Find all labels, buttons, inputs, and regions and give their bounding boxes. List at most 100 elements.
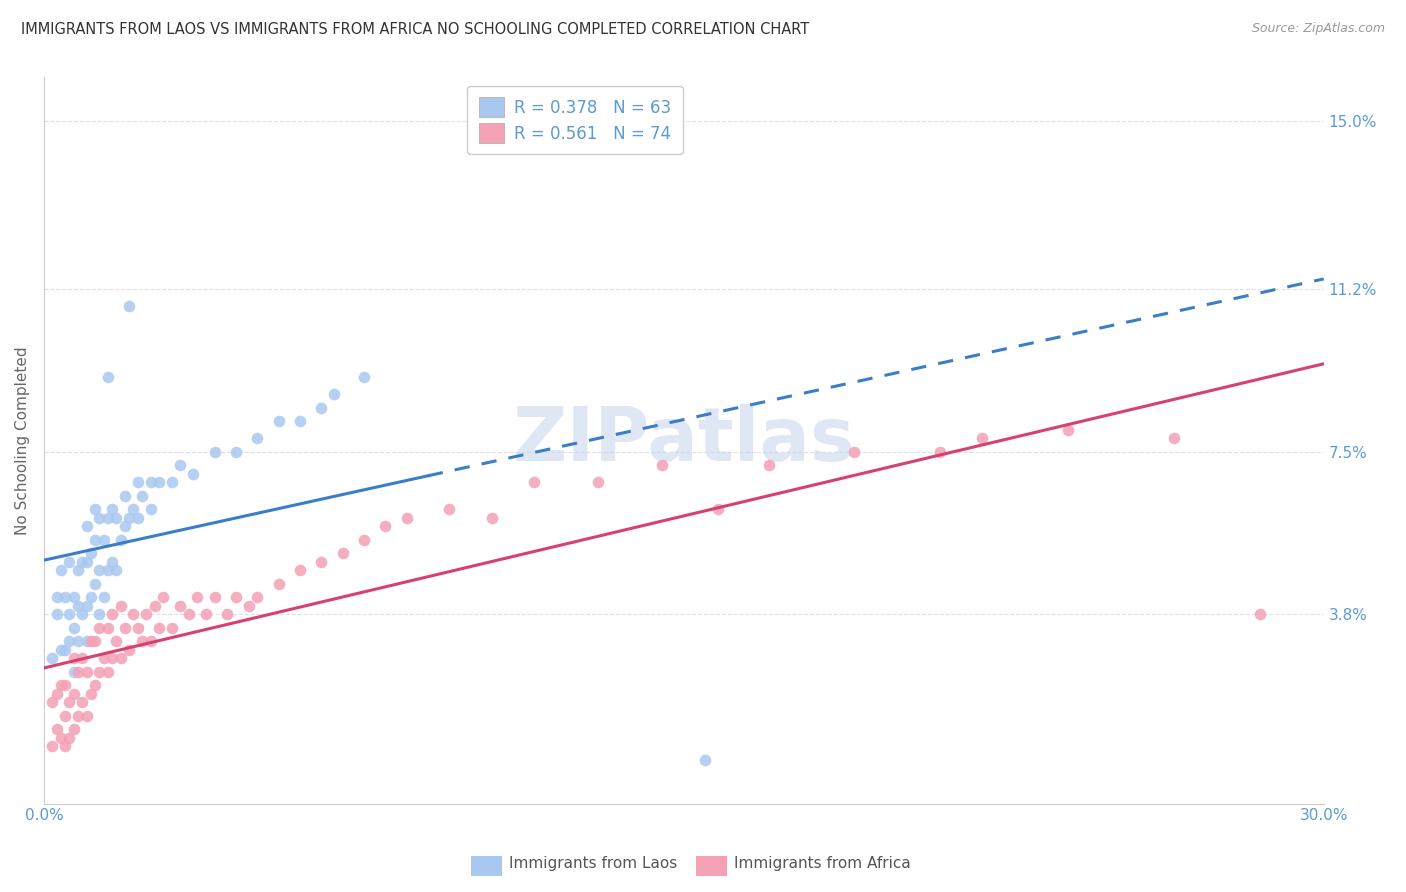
Point (80, 546, 103, 560)
Point (84, 576, 107, 591)
Point (225, 444, 247, 458)
Point (89, 607, 111, 622)
Point (238, 599, 260, 613)
Point (651, 458, 673, 472)
Point (309, 401, 332, 415)
Point (148, 475, 170, 490)
Point (53, 642, 76, 657)
Point (76, 708, 98, 723)
Point (217, 607, 239, 622)
Point (114, 489, 136, 503)
Point (928, 444, 950, 458)
Point (160, 621, 183, 635)
Point (72, 651, 94, 665)
Point (45, 722, 67, 736)
Text: IMMIGRANTS FROM LAOS VS IMMIGRANTS FROM AFRICA NO SCHOOLING COMPLETED CORRELATIO: IMMIGRANTS FROM LAOS VS IMMIGRANTS FROM … (21, 22, 810, 37)
Point (695, 753, 717, 767)
Point (97, 563, 120, 577)
Point (395, 510, 418, 524)
Text: ZIPatlas: ZIPatlas (512, 404, 855, 477)
Point (246, 431, 269, 445)
Point (143, 599, 166, 613)
Point (101, 607, 124, 622)
Point (49, 642, 72, 657)
Point (49, 563, 72, 577)
Point (131, 633, 153, 648)
Point (72, 695, 94, 709)
Point (148, 621, 170, 635)
Point (84, 501, 107, 516)
Point (49, 731, 72, 745)
Point (41, 651, 63, 665)
Point (62, 687, 84, 701)
Point (267, 414, 290, 428)
Point (288, 414, 311, 428)
Point (523, 475, 546, 490)
Point (122, 501, 145, 516)
Point (195, 607, 218, 622)
Point (139, 501, 162, 516)
Point (76, 633, 98, 648)
Point (66, 599, 89, 613)
Point (89, 621, 111, 635)
Point (323, 387, 346, 401)
Point (127, 510, 149, 524)
Point (84, 533, 107, 547)
Point (89, 563, 111, 577)
Point (169, 599, 191, 613)
Point (62, 590, 84, 604)
Point (353, 533, 375, 547)
Point (105, 510, 128, 524)
Point (84, 678, 107, 692)
Point (62, 651, 84, 665)
Point (186, 590, 208, 604)
Point (97, 510, 120, 524)
Point (41, 739, 63, 754)
Point (62, 621, 84, 635)
Point (58, 633, 80, 648)
Point (152, 590, 174, 604)
Point (66, 665, 89, 679)
Point (127, 621, 149, 635)
Point (53, 708, 76, 723)
Point (101, 555, 124, 569)
Point (110, 651, 132, 665)
Point (80, 633, 103, 648)
Point (53, 678, 76, 692)
Point (101, 501, 124, 516)
Point (97, 621, 120, 635)
Point (58, 731, 80, 745)
Point (972, 431, 994, 445)
Point (204, 444, 226, 458)
Point (118, 510, 141, 524)
Text: Source: ZipAtlas.com: Source: ZipAtlas.com (1251, 22, 1385, 36)
Point (1056, 423, 1078, 437)
Point (588, 475, 610, 490)
Point (62, 665, 84, 679)
Point (118, 642, 141, 657)
Point (80, 590, 103, 604)
Y-axis label: No Schooling Completed: No Schooling Completed (15, 346, 30, 535)
Point (76, 519, 98, 533)
Point (49, 678, 72, 692)
Text: Immigrants from Africa: Immigrants from Africa (734, 855, 911, 871)
Point (332, 546, 354, 560)
Point (93, 651, 115, 665)
Point (62, 722, 84, 736)
Point (41, 695, 63, 709)
Point (76, 665, 98, 679)
Point (169, 458, 191, 472)
Point (76, 555, 98, 569)
Point (105, 563, 128, 577)
Point (131, 489, 153, 503)
Point (72, 555, 94, 569)
Text: Immigrants from Laos: Immigrants from Laos (509, 855, 678, 871)
Point (844, 444, 866, 458)
Point (53, 590, 76, 604)
Point (225, 590, 247, 604)
Point (66, 708, 89, 723)
Point (105, 633, 128, 648)
Point (127, 475, 149, 490)
Point (93, 533, 115, 547)
Point (267, 576, 290, 591)
